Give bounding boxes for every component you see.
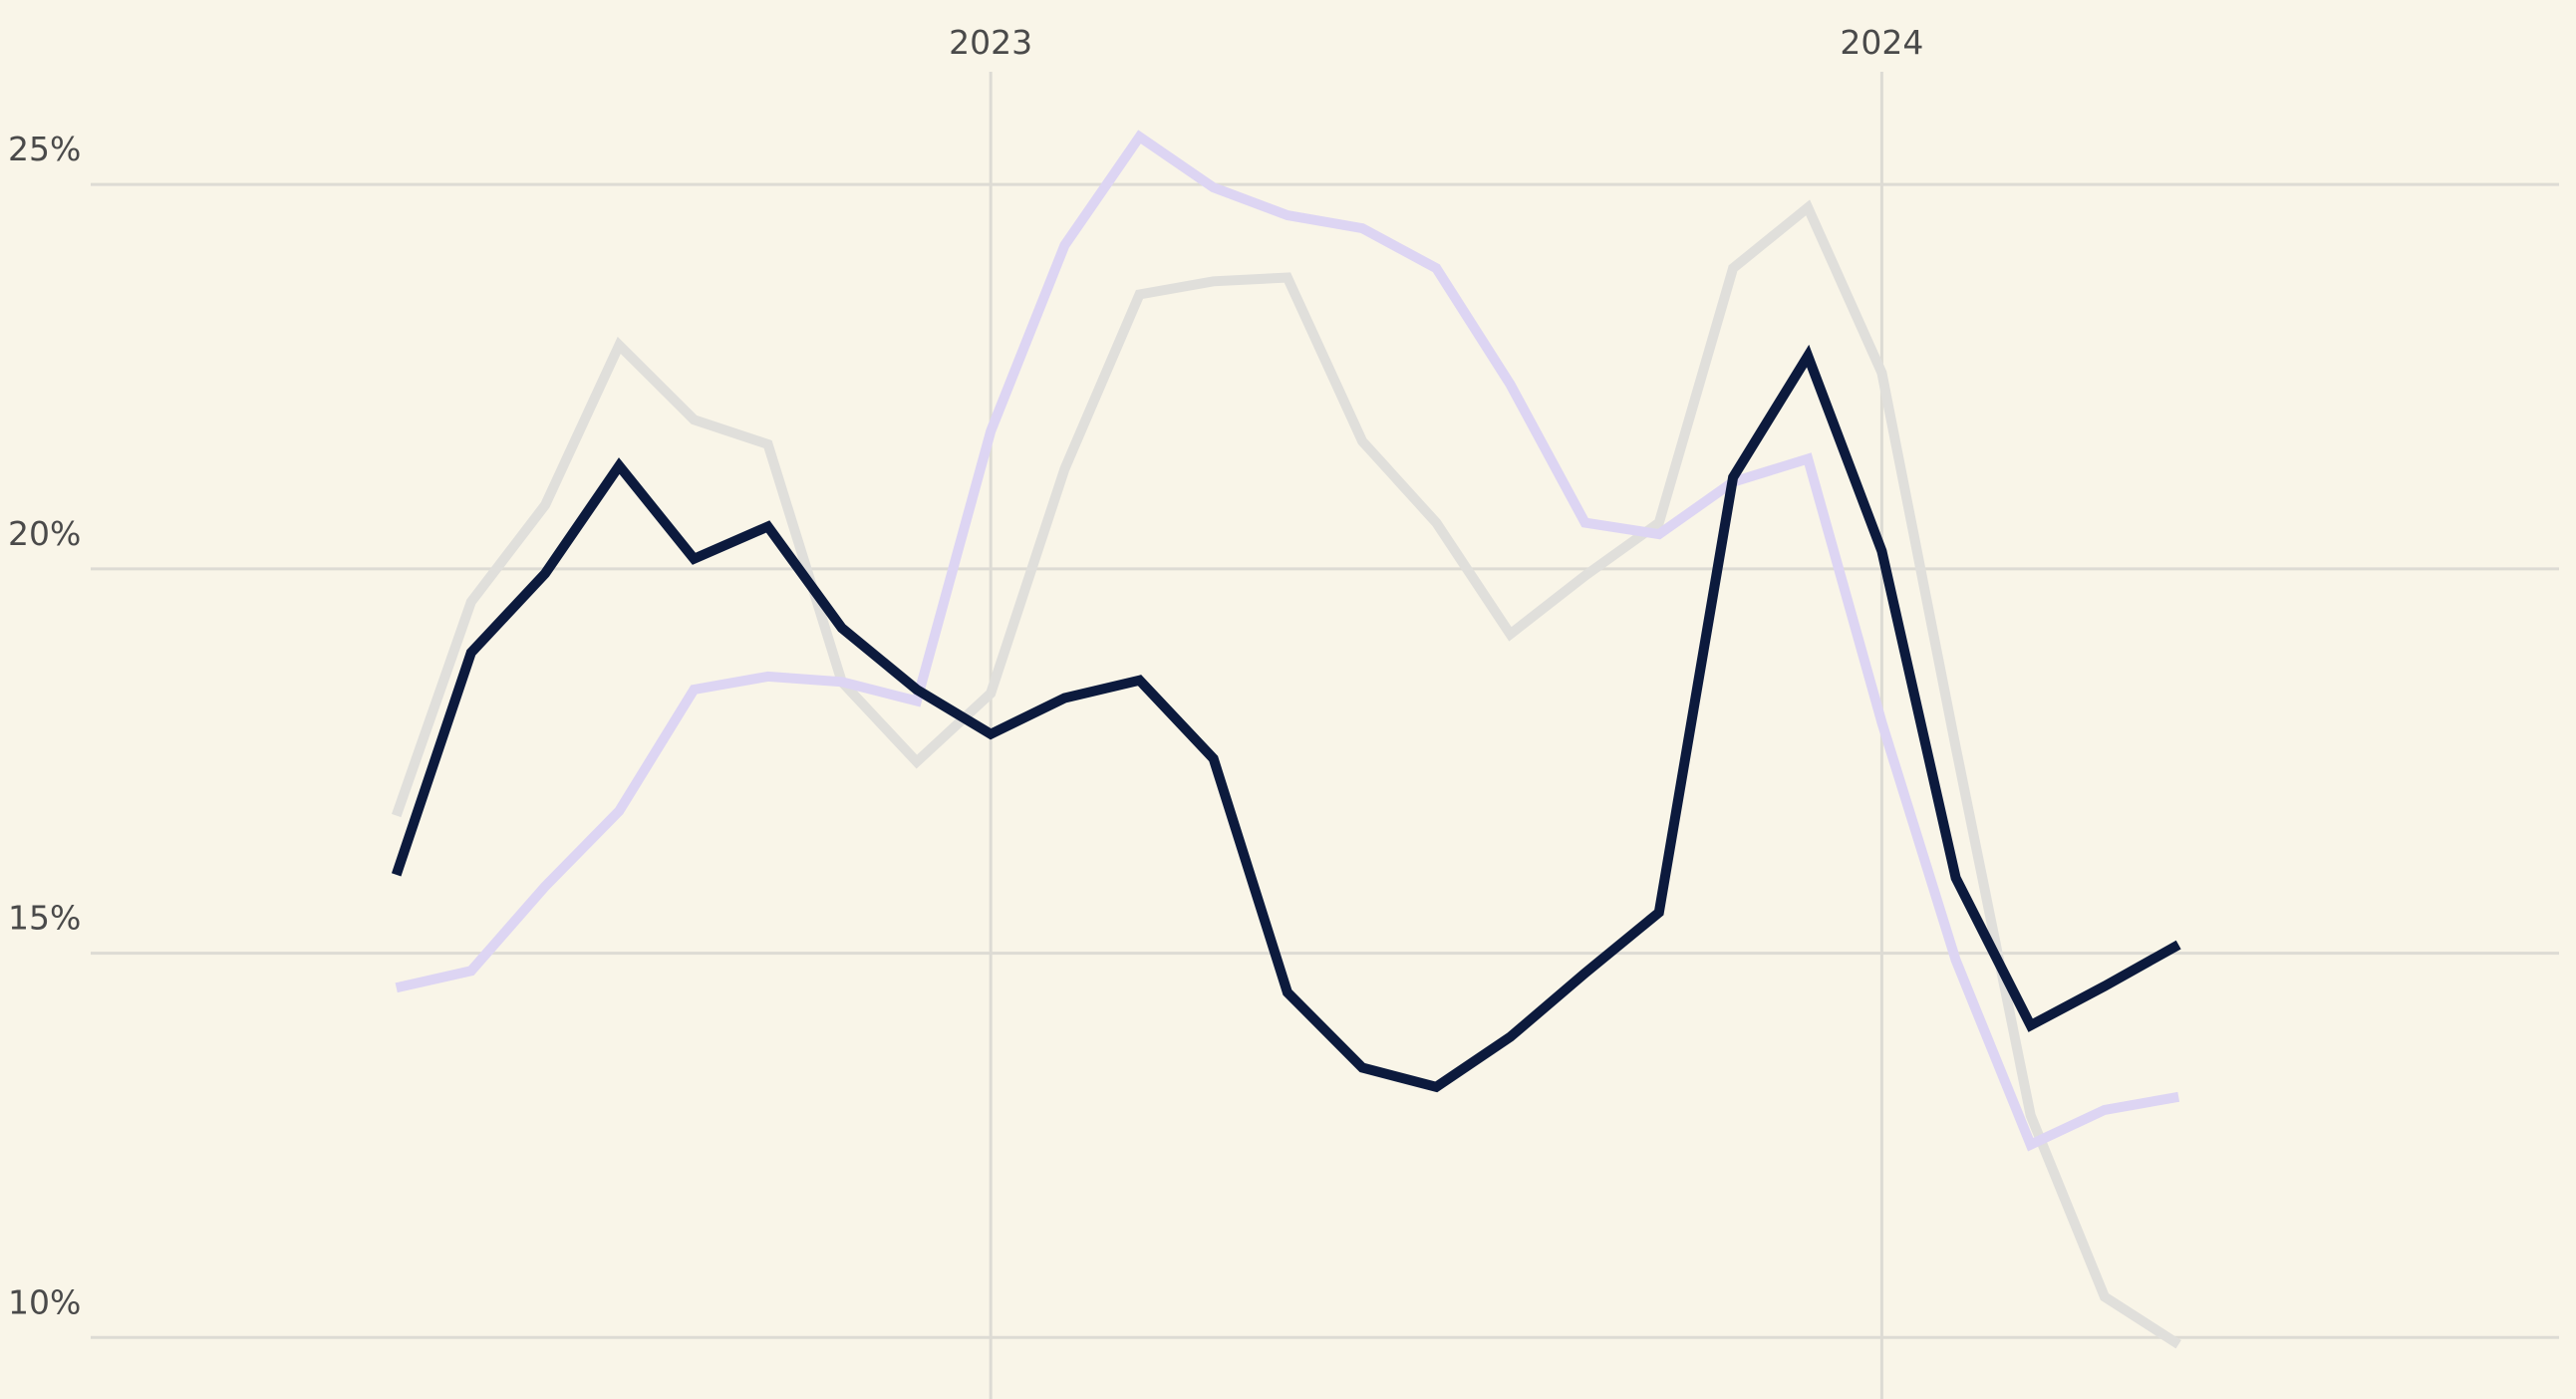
y-tick-label: 20% — [8, 514, 81, 553]
y-tick-label: 10% — [8, 1282, 81, 1321]
y-tick-label: 25% — [8, 130, 81, 168]
series-line — [395, 130, 2180, 1152]
series-line — [391, 199, 2181, 1349]
x-tick-label: 2024 — [1840, 23, 1923, 62]
x-tick-label: 2023 — [949, 23, 1032, 62]
y-tick-label: 15% — [8, 899, 81, 938]
series-line — [391, 344, 2181, 1093]
